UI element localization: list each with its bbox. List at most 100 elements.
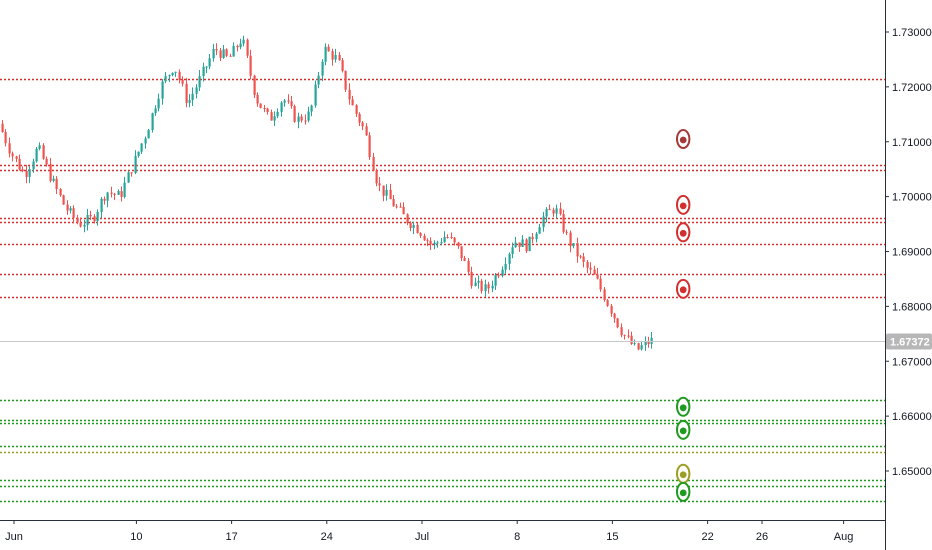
candle-body [195, 87, 198, 94]
candle-body [576, 243, 579, 257]
candle-body [355, 105, 358, 114]
candle-body [443, 236, 446, 243]
level-marker [676, 278, 691, 299]
candle-body [49, 164, 52, 181]
candle-body [76, 217, 79, 223]
candle-body [412, 224, 415, 228]
candle-body [259, 103, 262, 108]
candle-body [256, 94, 259, 104]
candle-body [351, 99, 354, 106]
candle-body [35, 148, 38, 162]
candle-body [423, 235, 426, 241]
candle-body [429, 240, 432, 245]
candle-body [344, 70, 347, 90]
candle-body [511, 247, 514, 255]
x-tick-label: 17 [225, 531, 237, 543]
candle-body [208, 58, 211, 67]
candle-body [334, 54, 337, 60]
candle-body [596, 274, 599, 279]
candle-body [151, 113, 154, 130]
candle-body [191, 93, 194, 101]
candle-body [103, 198, 106, 201]
candle-body [198, 76, 201, 88]
x-tick-label: Jul [415, 531, 429, 543]
candle-body [134, 155, 137, 174]
candle-body [300, 116, 303, 121]
y-tick-label: 1.73000 [892, 27, 932, 39]
candle-body [28, 169, 31, 177]
candle-body [55, 178, 58, 190]
level-marker [676, 396, 691, 417]
candle-body [212, 49, 215, 59]
y-tick-label: 1.66000 [892, 411, 932, 423]
candle-body [647, 341, 650, 344]
candle-body [219, 50, 222, 58]
candle-body [389, 189, 392, 200]
x-tick-label: 24 [321, 531, 333, 543]
candle-body [504, 263, 507, 270]
candle-body [392, 199, 395, 207]
candle-body [620, 327, 623, 336]
candle-body [205, 66, 208, 68]
candle-body [603, 289, 606, 301]
candle-body [419, 233, 422, 236]
candle-body [93, 216, 96, 222]
candle-body [86, 215, 89, 225]
level-markers [676, 129, 691, 502]
candle-body [1, 123, 4, 133]
candle-body [137, 151, 140, 156]
level-lines [0, 78, 885, 503]
y-tick-label: 1.68000 [892, 301, 932, 313]
candle-body [528, 236, 531, 252]
candle-body [239, 43, 242, 48]
x-tick-label: Aug [834, 531, 854, 543]
candle-body [569, 232, 572, 247]
candle-body [290, 101, 293, 107]
candle-body [42, 145, 45, 159]
candle-body [518, 242, 521, 247]
candle-body [72, 208, 75, 218]
candle-body [276, 111, 279, 117]
candle-body [168, 75, 171, 77]
candle-body [402, 206, 405, 215]
candle-body [147, 129, 150, 139]
candle-body [314, 84, 317, 106]
candle-body [358, 113, 361, 123]
last-price-tag-box [886, 333, 932, 350]
candle-body [348, 89, 351, 100]
candle-body [304, 120, 307, 122]
candle-body [599, 278, 602, 290]
candle-body [552, 209, 555, 214]
candle-body [650, 337, 653, 344]
candle-body [45, 158, 48, 165]
level-marker [676, 194, 691, 215]
candle-body [178, 71, 181, 80]
candle-body [409, 222, 412, 228]
candle-body [130, 172, 133, 174]
candle-body [395, 206, 398, 208]
candle-body [480, 280, 483, 292]
candle-body [236, 45, 239, 48]
candle-body [157, 98, 160, 109]
candle-body [538, 227, 541, 234]
candle-body [225, 49, 228, 56]
candle-body [399, 206, 402, 208]
candle-body [232, 45, 235, 57]
candle-body [501, 269, 504, 276]
candle-body [433, 242, 436, 245]
candle-body [310, 105, 313, 112]
candle-body [11, 153, 14, 157]
candle-body [545, 209, 548, 217]
candle-body [242, 39, 245, 44]
candle-body [589, 267, 592, 270]
candle-body [266, 108, 269, 113]
candle-body [361, 122, 364, 127]
candle-body [185, 83, 188, 103]
candle-body [202, 66, 205, 77]
candle-body [18, 158, 21, 170]
candle-body [113, 193, 116, 195]
candle-body [378, 183, 381, 186]
x-tick-label: Jun [5, 531, 23, 543]
